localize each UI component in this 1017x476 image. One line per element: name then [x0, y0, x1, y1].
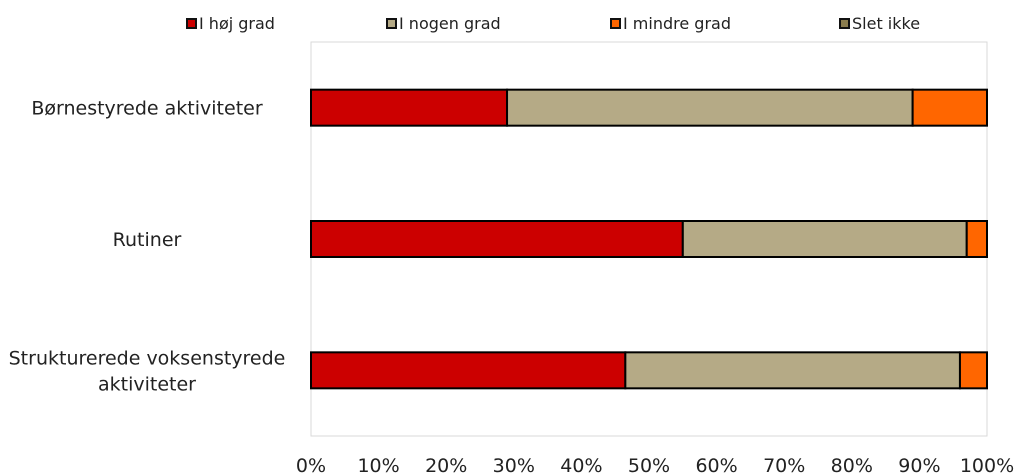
legend-item: I nogen grad — [386, 14, 501, 33]
bar-segment-1-cat-2 — [310, 220, 684, 258]
bar-segment-2-cat-2 — [681, 220, 968, 258]
x-tick-label: 40% — [560, 455, 602, 476]
legend-label: I nogen grad — [399, 14, 501, 33]
legend-swatch — [186, 18, 197, 29]
legend-swatch — [610, 18, 621, 29]
bar-segment-3-cat-2 — [965, 220, 988, 258]
legend-item: I mindre grad — [610, 14, 731, 33]
category-label: Børnestyrede aktiviteter — [31, 98, 263, 120]
category-label: aktiviteter — [98, 373, 196, 395]
x-tick-label: 60% — [695, 455, 737, 476]
x-tick-label: 50% — [628, 455, 670, 476]
bar-segment-1-cat-1 — [310, 88, 509, 127]
legend-item: Slet ikke — [839, 14, 920, 33]
x-tick-label: 10% — [357, 455, 399, 476]
legend-label: Slet ikke — [852, 14, 921, 33]
x-tick-label: 100% — [960, 455, 1014, 476]
legend-label: I mindre grad — [623, 14, 731, 33]
x-tick-label: 0% — [296, 455, 326, 476]
legend-item: I høj grad — [186, 14, 275, 33]
bar-segment-3-cat-1 — [911, 88, 989, 127]
legend-label: I høj grad — [199, 14, 275, 33]
bar-segment-2-cat-1 — [506, 88, 914, 127]
x-tick-label: 20% — [425, 455, 467, 476]
x-tick-label: 90% — [898, 455, 940, 476]
legend: I høj grad I nogen grad I mindre grad Slet … — [0, 14, 1017, 36]
category-label: Strukturerede voksenstyrede — [9, 347, 286, 369]
x-tick-label: 70% — [763, 455, 805, 476]
legend-swatch — [839, 18, 850, 29]
x-tick-label: 30% — [493, 455, 535, 476]
x-tick-label: 80% — [831, 455, 873, 476]
legend-swatch — [386, 18, 397, 29]
category-label: Rutiner — [113, 229, 182, 251]
bar-segment-2-cat-3 — [624, 351, 961, 390]
bar-segment-1-cat-3 — [310, 351, 627, 390]
bar-segment-3-cat-3 — [958, 351, 989, 390]
